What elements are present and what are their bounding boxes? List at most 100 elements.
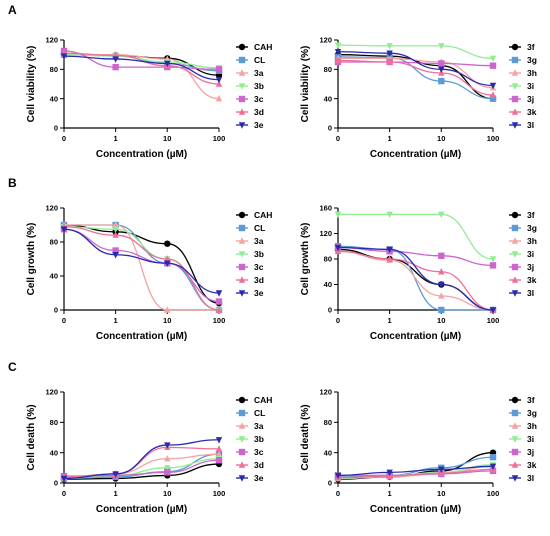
data-point bbox=[511, 224, 519, 232]
series-line bbox=[63, 463, 220, 480]
series-3l bbox=[334, 463, 497, 480]
x-axis-title: Concentration (µM) bbox=[96, 331, 187, 342]
data-point bbox=[511, 263, 519, 271]
data-point bbox=[164, 60, 171, 68]
data-point bbox=[238, 448, 246, 456]
chart-panel-a-right: 0 40 80 120 0 1 10 100 Concentration (µM) Cell vi… bbox=[300, 36, 537, 160]
series-line bbox=[63, 54, 220, 69]
data-point bbox=[112, 471, 119, 478]
data-point bbox=[489, 95, 497, 102]
x-tick-label: 0 bbox=[336, 134, 340, 143]
data-point bbox=[238, 276, 246, 283]
y-tick-label: 80 bbox=[324, 418, 332, 427]
data-point bbox=[238, 69, 246, 76]
data-point bbox=[489, 91, 497, 98]
series-line bbox=[63, 50, 220, 70]
data-point bbox=[489, 307, 497, 314]
data-point bbox=[386, 50, 393, 57]
legend-label: 3f bbox=[527, 210, 535, 220]
data-point bbox=[164, 240, 171, 247]
legend-label: 3d bbox=[254, 107, 264, 117]
data-point bbox=[164, 465, 171, 472]
legend-label: 3c bbox=[254, 447, 264, 457]
series-line bbox=[63, 226, 220, 311]
data-point bbox=[438, 60, 445, 67]
legend-label: 3j bbox=[527, 262, 534, 272]
legend-label: 3k bbox=[527, 107, 537, 117]
data-point bbox=[215, 457, 223, 464]
legend-label: 3c bbox=[254, 262, 264, 272]
legend-item-3a: 3a bbox=[236, 421, 264, 431]
legend-item-cl: CL bbox=[236, 223, 265, 233]
data-point bbox=[60, 226, 68, 233]
legend-label: CL bbox=[254, 55, 265, 65]
data-point bbox=[511, 237, 519, 244]
legend-item-3f: 3f bbox=[509, 210, 535, 220]
legend-item-3b: 3b bbox=[236, 81, 264, 91]
x-tick-label: 1 bbox=[388, 316, 392, 325]
legend-item-3c: 3c bbox=[236, 94, 264, 104]
legend-label: CAH bbox=[254, 395, 272, 405]
legend-label: 3b bbox=[254, 249, 264, 259]
x-tick-label: 100 bbox=[213, 489, 226, 498]
legend-item-3j: 3j bbox=[509, 447, 534, 457]
x-tick-label: 10 bbox=[163, 134, 171, 143]
series-line bbox=[63, 55, 220, 81]
legend-label: 3f bbox=[527, 395, 535, 405]
data-point bbox=[511, 461, 519, 468]
data-point bbox=[238, 290, 246, 297]
legend-label: 3h bbox=[527, 68, 537, 78]
y-axis-title: Cell growth (%) bbox=[26, 223, 37, 296]
x-axis-title: Concentration (µM) bbox=[370, 331, 461, 342]
data-point bbox=[238, 56, 246, 64]
data-point bbox=[386, 43, 393, 50]
series-line bbox=[337, 250, 494, 311]
data-point bbox=[164, 255, 171, 262]
y-tick-label: 40 bbox=[324, 448, 332, 457]
data-point bbox=[511, 69, 519, 76]
series-line bbox=[63, 446, 220, 478]
legend-item-3k: 3k bbox=[509, 275, 537, 285]
legend-item-3g: 3g bbox=[509, 223, 537, 233]
legend-label: CAH bbox=[254, 42, 272, 52]
data-point bbox=[511, 436, 519, 443]
legend-item-cah: CAH bbox=[236, 42, 272, 52]
data-point bbox=[511, 276, 519, 283]
legend-item-3a: 3a bbox=[236, 68, 264, 78]
data-point bbox=[511, 422, 519, 429]
series-line bbox=[337, 246, 494, 267]
series-3i bbox=[334, 42, 497, 63]
series-line bbox=[337, 250, 494, 311]
legend-item-3b: 3b bbox=[236, 249, 264, 259]
data-point bbox=[164, 306, 171, 313]
data-point bbox=[238, 122, 246, 129]
x-tick-label: 100 bbox=[487, 134, 500, 143]
data-point bbox=[215, 437, 223, 444]
data-point bbox=[489, 256, 497, 263]
data-point bbox=[215, 306, 223, 313]
data-point bbox=[215, 66, 223, 73]
data-point bbox=[238, 422, 246, 429]
legend-item-3k: 3k bbox=[509, 107, 537, 117]
data-point bbox=[238, 409, 246, 417]
chart-panel-c-left: 0 40 80 120 0 1 10 100 Concentration (µM) Cell de… bbox=[26, 388, 272, 515]
data-point bbox=[238, 251, 246, 258]
data-point bbox=[386, 255, 393, 262]
data-point bbox=[238, 83, 246, 90]
legend: CAH CL 3a 3b 3c 3d 3e bbox=[236, 42, 272, 130]
legend-label: 3h bbox=[527, 421, 537, 431]
legend-item-3d: 3d bbox=[236, 275, 264, 285]
legend-item-3c: 3c bbox=[236, 262, 264, 272]
legend-label: 3f bbox=[527, 42, 535, 52]
legend-label: 3e bbox=[254, 473, 264, 483]
series-line bbox=[338, 57, 494, 89]
x-axis-title: Concentration (µM) bbox=[96, 149, 187, 160]
legend-label: CL bbox=[254, 408, 265, 418]
legend-label: 3g bbox=[527, 223, 537, 233]
data-point bbox=[334, 42, 342, 49]
data-point bbox=[238, 211, 246, 219]
data-point bbox=[438, 66, 445, 74]
data-point bbox=[489, 262, 497, 269]
data-point bbox=[238, 108, 246, 115]
legend-item-3i: 3i bbox=[509, 81, 534, 91]
